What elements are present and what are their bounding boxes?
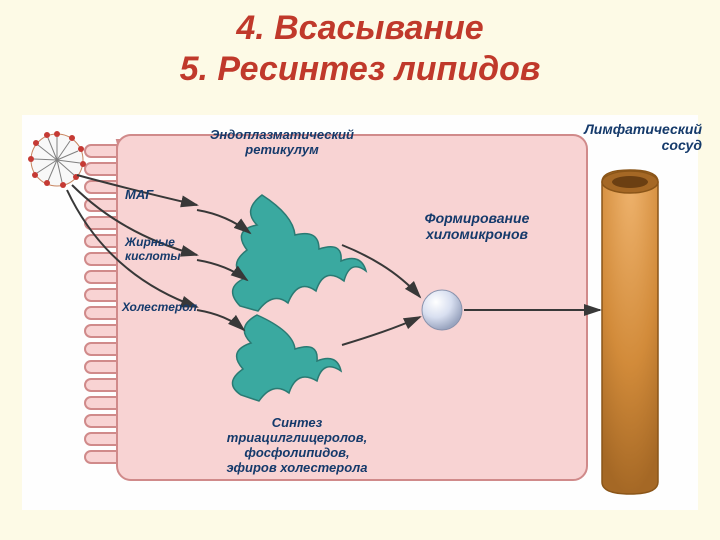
chylomicron — [422, 290, 462, 330]
label-chol: Холестерол — [122, 300, 197, 314]
label-er: Эндоплазматический ретикулум — [187, 127, 377, 157]
diagram-area: Эндоплазматический ретикулум Лимфатическ… — [22, 115, 698, 510]
microvilli-fingers — [85, 145, 117, 463]
title-line2: 5. Ресинтез липидов — [0, 49, 720, 90]
label-fa: Жирные кислоты — [125, 235, 181, 263]
label-chylo: Формирование хиломикронов — [392, 210, 562, 242]
label-mag: МАГ — [125, 187, 153, 202]
label-lymph: Лимфатический сосуд — [562, 121, 702, 153]
micelle — [28, 131, 86, 188]
title-line1: 4. Всасывание — [0, 8, 720, 49]
lymph-vessel — [602, 170, 658, 494]
label-synth: Синтез триацилглицеролов, фосфолипидов, … — [187, 415, 407, 475]
